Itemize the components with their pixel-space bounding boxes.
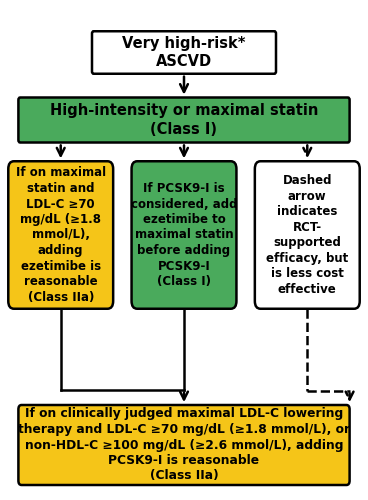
FancyBboxPatch shape	[132, 161, 237, 308]
FancyBboxPatch shape	[92, 31, 276, 74]
FancyBboxPatch shape	[255, 161, 360, 308]
Text: If on clinically judged maximal LDL-C lowering
therapy and LDL-C ≥70 mg/dL (≥1.8: If on clinically judged maximal LDL-C lo…	[18, 408, 350, 482]
Text: High-intensity or maximal statin
(Class I): High-intensity or maximal statin (Class …	[50, 104, 318, 136]
Text: If PCSK9-I is
considered, add
ezetimibe to
maximal statin
before adding
PCSK9-I
: If PCSK9-I is considered, add ezetimibe …	[131, 182, 237, 288]
FancyBboxPatch shape	[8, 161, 113, 308]
Text: Dashed
arrow
indicates
RCT-
supported
efficacy, but
is less cost
effective: Dashed arrow indicates RCT- supported ef…	[266, 174, 348, 296]
Text: If on maximal
statin and
LDL-C ≥70
mg/dL (≥1.8
mmol/L),
adding
ezetimibe is
reas: If on maximal statin and LDL-C ≥70 mg/dL…	[16, 166, 106, 304]
Text: Very high-risk*
ASCVD: Very high-risk* ASCVD	[122, 36, 246, 69]
FancyBboxPatch shape	[18, 98, 350, 142]
FancyBboxPatch shape	[18, 405, 350, 485]
